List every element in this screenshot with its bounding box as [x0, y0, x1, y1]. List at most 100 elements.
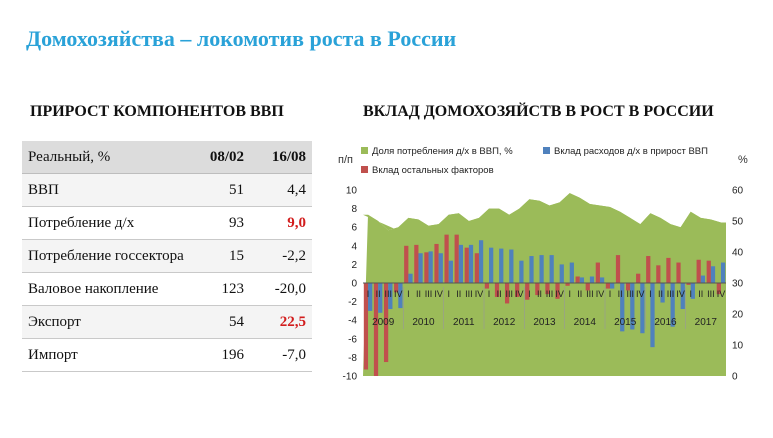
quarter-label: I — [367, 289, 370, 299]
table-row: Экспорт 54 22,5 — [22, 305, 312, 339]
year-label: 2014 — [574, 317, 597, 328]
left-tick-label: -6 — [348, 334, 357, 345]
row-value-period-2: 22,5 — [250, 305, 312, 339]
quarter-label: I — [407, 289, 410, 299]
quarter-label: IV — [555, 289, 564, 299]
left-tick-label: -8 — [348, 353, 357, 364]
household-spending-bar — [720, 262, 726, 283]
row-value-period-1: 123 — [194, 272, 250, 306]
household-spending-bar — [690, 283, 695, 299]
quarter-label: IV — [676, 289, 685, 299]
quarter-label: II — [577, 289, 582, 299]
left-tick-label: 4 — [351, 241, 357, 252]
chart-heading: ВКЛАД ДОМОХОЗЯЙСТВ В РОСТ В РОССИИ — [363, 103, 714, 120]
household-consumption-share-area-fill — [363, 193, 726, 376]
header-period-2: 16/08 — [250, 141, 312, 174]
other-factors-bar — [474, 253, 479, 283]
quarter-label: IV — [475, 289, 484, 299]
household-spending-bar — [388, 283, 393, 310]
other-factors-bar — [444, 234, 449, 283]
row-label: Потребление д/х — [22, 206, 194, 240]
household-spending-bar — [428, 251, 433, 283]
other-factors-bar — [686, 283, 691, 285]
quarter-label: III — [626, 289, 634, 299]
row-value-period-2: -20,0 — [250, 272, 312, 306]
quarter-label: III — [505, 289, 513, 299]
other-factors-bar — [565, 283, 570, 286]
legend-label: Доля потребления д/х в ВВП, % — [372, 146, 513, 157]
quarter-label: III — [586, 289, 594, 299]
legend-swatch — [361, 147, 368, 154]
left-axis-unit: п/п — [338, 154, 353, 166]
right-tick-label: 30 — [732, 279, 744, 290]
household-spending-bar — [378, 283, 383, 313]
quarter-label: III — [465, 289, 473, 299]
quarter-label: III — [546, 289, 554, 299]
row-value-period-2: -2,2 — [250, 239, 312, 273]
household-spending-bar — [700, 275, 706, 283]
other-factors-bar — [363, 283, 369, 370]
row-value-period-2: -7,0 — [250, 338, 312, 372]
household-spending-bar — [710, 266, 716, 283]
year-label: 2017 — [695, 317, 718, 328]
quarter-label: I — [689, 289, 692, 299]
year-label: 2010 — [412, 317, 435, 328]
row-label: ВВП — [22, 173, 194, 207]
quarter-label: IV — [596, 289, 605, 299]
household-spending-bar — [559, 264, 564, 283]
quarter-label: III — [707, 289, 715, 299]
household-spending-bar — [489, 247, 494, 283]
year-label: 2012 — [493, 317, 516, 328]
year-label: 2013 — [533, 317, 556, 328]
quarter-label: II — [376, 289, 381, 299]
left-tick-label: 10 — [346, 186, 358, 197]
year-label: 2016 — [654, 317, 677, 328]
row-value-period-1: 93 — [194, 206, 250, 240]
other-factors-bar — [464, 247, 469, 283]
household-spending-bar — [448, 260, 453, 283]
household-spending-bar — [418, 253, 423, 283]
household-spending-bar — [519, 260, 524, 283]
household-spending-bar — [680, 283, 685, 310]
left-tick-label: -2 — [348, 297, 357, 308]
row-value-period-1: 196 — [194, 338, 250, 372]
right-tick-label: 0 — [732, 372, 738, 383]
quarter-label: I — [488, 289, 491, 299]
table-row: Импорт 196 -7,0 — [22, 338, 312, 372]
legend-swatch — [361, 166, 368, 173]
other-factors-bar — [595, 262, 600, 283]
chart-legend: Доля потребления д/х в ВВП, % Вклад расхо… — [361, 146, 708, 176]
other-factors-bar — [434, 243, 439, 283]
other-factors-bar — [515, 283, 520, 297]
other-factors-bar — [585, 283, 590, 291]
legend-label: Вклад расходов д/х в прирост ВВП — [554, 146, 708, 157]
table-row: ВВП 51 4,4 — [22, 173, 312, 207]
household-spending-bar — [368, 283, 373, 311]
quarter-label: IV — [434, 289, 443, 299]
other-factors-bar — [414, 244, 419, 283]
other-factors-bar — [706, 260, 711, 283]
row-label: Импорт — [22, 338, 194, 372]
quarter-label: III — [667, 289, 675, 299]
household-spending-bar — [620, 283, 625, 332]
quarter-label: I — [609, 289, 612, 299]
header-label: Реальный, % — [22, 141, 194, 174]
other-factors-bar — [484, 283, 490, 289]
table-header-row: Реальный, % 08/02 16/08 — [22, 141, 312, 174]
quarter-label: II — [618, 289, 623, 299]
gdp-components-table: Реальный, % 08/02 16/08 ВВП 51 4,4 Потребле… — [22, 141, 312, 372]
right-axis-unit: % — [738, 154, 748, 166]
table-row: Потребление госсектора 15 -2,2 — [22, 239, 312, 273]
other-factors-bar — [666, 257, 671, 283]
row-value-period-1: 54 — [194, 305, 250, 339]
other-factors-bar — [575, 276, 580, 283]
household-contribution-chart: Доля потребления д/х в ВВП, % Вклад расхо… — [318, 135, 768, 395]
row-value-period-2: 4,4 — [250, 173, 312, 207]
quarter-label: I — [568, 289, 571, 299]
row-label: Валовое накопление — [22, 272, 194, 306]
left-tick-label: 0 — [351, 279, 357, 290]
other-factors-bar — [605, 283, 611, 289]
other-factors-bar — [494, 283, 500, 297]
household-spending-bar — [478, 240, 484, 283]
household-spending-bar — [599, 277, 605, 283]
